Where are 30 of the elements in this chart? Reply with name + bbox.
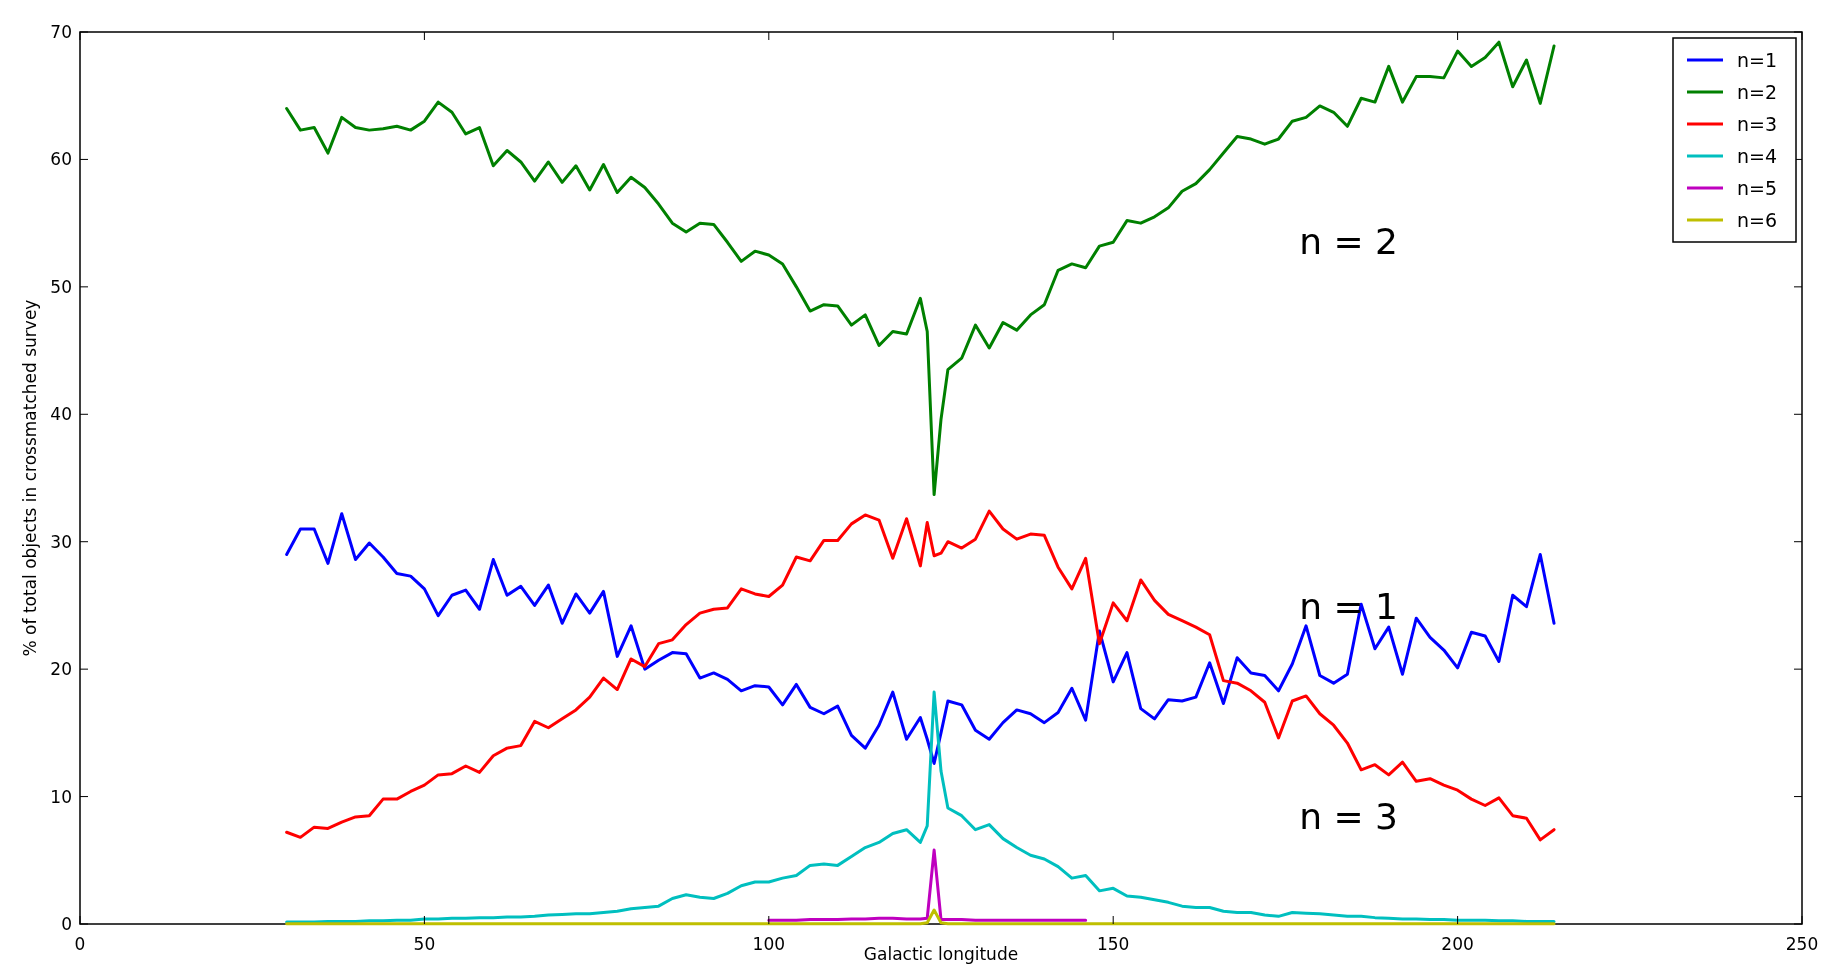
y-tick-label: 0 <box>61 914 72 934</box>
y-tick-label: 70 <box>50 22 72 42</box>
legend-label: n=6 <box>1737 209 1778 231</box>
line-series <box>285 509 1556 842</box>
y-axis-title: % of total objects in crossmatched survey <box>20 299 40 657</box>
y-tick-label: 60 <box>50 149 72 170</box>
y-tick-label: 20 <box>50 659 72 680</box>
line-series <box>285 512 1556 765</box>
y-tick-label: 40 <box>50 404 72 425</box>
legend-label: n=1 <box>1737 49 1778 71</box>
annotation: n = 1 <box>1299 586 1398 628</box>
x-tick-label: 0 <box>74 934 86 954</box>
y-tick-label: 10 <box>50 786 72 807</box>
annotation: n = 2 <box>1299 220 1398 262</box>
x-tick-label: 100 <box>752 934 786 954</box>
line-series <box>285 690 1556 924</box>
legend-label: n=4 <box>1737 145 1778 167</box>
x-tick-label: 250 <box>1785 934 1819 954</box>
legend-label: n=3 <box>1737 113 1778 135</box>
y-tick-label: 30 <box>50 531 72 552</box>
annotation: n = 3 <box>1299 795 1398 837</box>
x-axis-title: Galactic longitude <box>863 944 1019 964</box>
legend-label: n=5 <box>1737 177 1778 199</box>
y-tick-label: 50 <box>50 276 72 297</box>
line-series <box>767 848 1088 922</box>
x-tick-label: 200 <box>1441 934 1474 954</box>
legend-label: n=2 <box>1737 81 1778 103</box>
line-series <box>285 40 1556 497</box>
x-tick-label: 50 <box>413 934 436 954</box>
x-tick-label: 150 <box>1096 934 1130 954</box>
